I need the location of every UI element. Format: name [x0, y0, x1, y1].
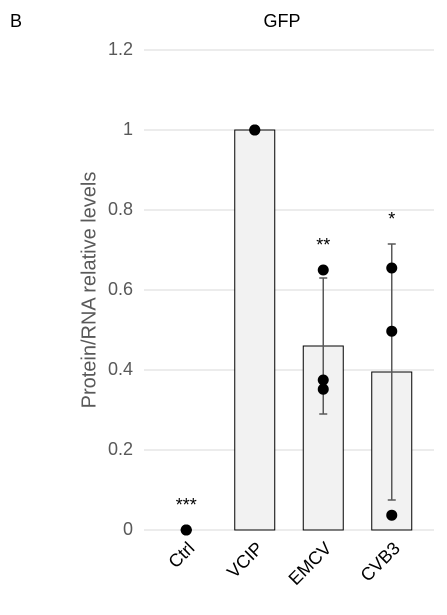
data-point [386, 262, 398, 274]
chart-title: GFP [263, 11, 300, 31]
y-tick-label: 1 [123, 119, 133, 139]
data-point [386, 325, 398, 337]
data-point [180, 524, 192, 536]
data-point [317, 383, 329, 395]
data-point [317, 264, 329, 276]
x-tick-label: CVB3 [357, 538, 404, 585]
x-tick-label: EMCV [285, 538, 336, 589]
x-tick-label: VCIP [223, 538, 267, 582]
data-point [386, 509, 398, 521]
y-tick-label: 0.8 [108, 199, 133, 219]
significance-label: ** [316, 235, 330, 255]
x-tick-label: Ctrl [164, 538, 198, 572]
significance-label: *** [176, 495, 197, 515]
y-tick-label: 0.6 [108, 279, 133, 299]
y-tick-label: 1.2 [108, 39, 133, 59]
bar [234, 129, 276, 531]
data-point [317, 374, 329, 386]
significance-label: * [388, 209, 395, 229]
y-tick-label: 0.4 [108, 359, 133, 379]
y-tick-label: 0 [123, 519, 133, 539]
y-tick-label: 0.2 [108, 439, 133, 459]
panel-label: B [10, 11, 22, 31]
data-point [249, 124, 261, 136]
y-axis-label: Protein/RNA relative levels [78, 172, 100, 409]
